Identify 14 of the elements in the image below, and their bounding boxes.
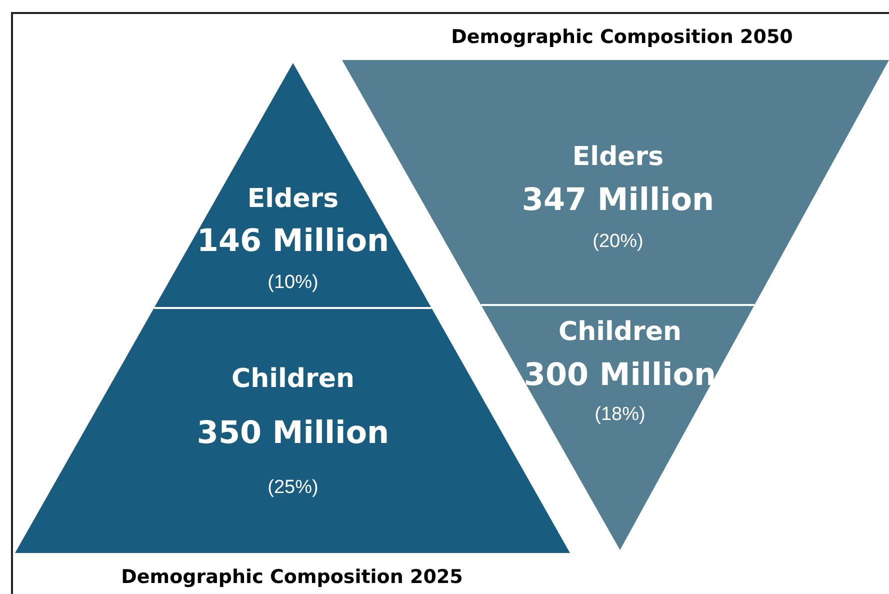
data-label: (20%) (592, 231, 644, 252)
data-label: (25%) (268, 477, 318, 498)
category-label: Children (558, 316, 682, 347)
category-label: Children (232, 364, 354, 394)
data-label: 347 Million (522, 182, 714, 218)
data-label: (18%) (594, 404, 646, 426)
data-label: 350 Million (196, 415, 390, 452)
data-label: 300 Million (524, 357, 716, 394)
data-label: (10%) (268, 272, 318, 294)
text: Demographic Composition 2050 (451, 26, 793, 48)
data-label: 146 Million (196, 223, 390, 260)
category-label: Elders (247, 184, 339, 214)
text: Demographic Composition 2025 (121, 566, 463, 588)
category-label: Elders (572, 142, 664, 172)
